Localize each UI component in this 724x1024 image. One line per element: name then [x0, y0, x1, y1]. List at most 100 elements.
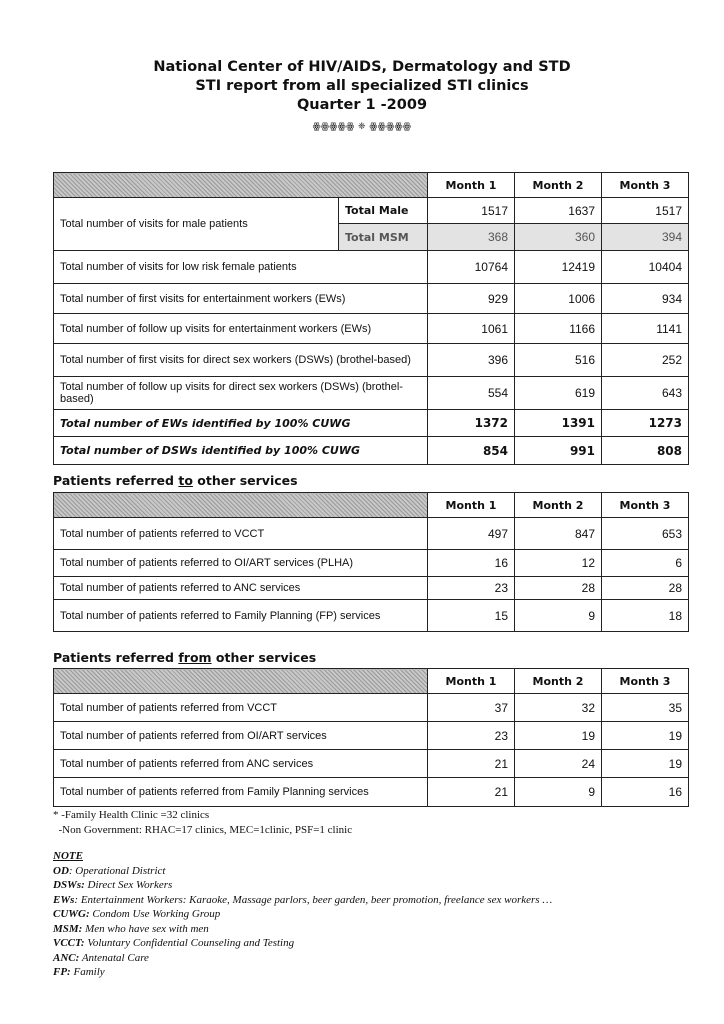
visits-table: Month 1 Month 2 Month 3 Total number of vis… — [53, 172, 689, 465]
cell-month-2: 19 — [514, 721, 602, 750]
table-row: Total number of visits for low risk fema… — [53, 250, 689, 284]
table-row: Total number of follow up visits for dir… — [53, 376, 689, 410]
table-row: Total number of EWs identified by 100% C… — [53, 409, 689, 437]
column-header-month-1: Month 1 — [427, 492, 515, 518]
cell-month-3: 252 — [601, 343, 689, 377]
cell-month-3: 808 — [601, 436, 689, 465]
column-header-month-3: Month 3 — [601, 172, 689, 198]
cell-month-1: 10764 — [427, 250, 515, 284]
header-row: Month 1 Month 2 Month 3 — [53, 492, 689, 518]
table-row: Total number of first visits for direct … — [53, 343, 689, 377]
cell-month-2: 1006 — [514, 283, 602, 314]
table-row: Total number of patients referred to VCC… — [53, 517, 689, 550]
cell-month-3: 1517 — [601, 197, 689, 224]
note-definition: : Operational District — [68, 864, 166, 877]
note-term: EWs — [53, 893, 75, 906]
cell-month-2: 32 — [514, 693, 602, 722]
row-label: Total number of first visits for enterta… — [53, 283, 428, 314]
note-term: OD — [53, 864, 69, 877]
cell-month-3: 643 — [601, 376, 689, 410]
row-label: Total number of visits for low risk fema… — [53, 250, 428, 284]
ornament-divider: ꙮꙮꙮꙮꙮ ❈ ꙮꙮꙮꙮꙮ — [312, 122, 412, 132]
row-label: Total number of patients referred to ANC… — [53, 576, 428, 600]
cell-month-1: 1372 — [427, 409, 515, 437]
note-item: FP: Family — [53, 965, 552, 980]
row-label: Total number of follow up visits for ent… — [53, 313, 428, 344]
cell-month-3: 19 — [601, 749, 689, 778]
footnote: * -Family Health Clinic =32 clinics — [53, 809, 210, 821]
note-item: ANC: Antenatal Care — [53, 951, 552, 966]
cell-month-1: 497 — [427, 517, 515, 550]
note-term: DSWs: — [53, 879, 85, 891]
cell-month-2: 516 — [514, 343, 602, 377]
cell-month-2: 24 — [514, 749, 602, 778]
cell-month-2: 9 — [514, 599, 602, 632]
sub-row-label: Total MSM — [338, 223, 428, 251]
table-row: Total number of patients referred from A… — [53, 749, 689, 778]
cell-month-3: 19 — [601, 721, 689, 750]
table-row: Total number of DSWs identified by 100% … — [53, 436, 689, 465]
table-row: Total number of patients referred from O… — [53, 721, 689, 750]
cell-month-3: 1141 — [601, 313, 689, 344]
cell-month-2: 1166 — [514, 313, 602, 344]
note-definition: : Entertainment Workers: Karaoke, Massag… — [74, 893, 553, 906]
column-header-month-2: Month 2 — [514, 668, 602, 694]
referred-from-table: Month 1 Month 2 Month 3 Total number of pat… — [53, 668, 689, 807]
header-blank — [53, 668, 428, 694]
cell-month-2: 619 — [514, 376, 602, 410]
table-row: Total number of patients referred to Fam… — [53, 599, 689, 632]
cell-month-1: 21 — [427, 749, 515, 778]
column-header-month-1: Month 1 — [427, 668, 515, 694]
cell-month-1: 554 — [427, 376, 515, 410]
cell-month-1: 929 — [427, 283, 515, 314]
header-blank — [53, 492, 428, 518]
note-item: DSWs: Direct Sex Workers — [53, 878, 552, 893]
row-label: Total number of visits for male patients — [53, 197, 339, 251]
column-header-month-1: Month 1 — [427, 172, 515, 198]
note-term: CUWG: — [53, 908, 90, 920]
column-header-month-2: Month 2 — [514, 172, 602, 198]
cell-month-3: 18 — [601, 599, 689, 632]
note-term: ANC: — [53, 951, 80, 964]
cell-month-1: 23 — [427, 721, 515, 750]
cell-month-2: 1391 — [514, 409, 602, 437]
notes-section: * -Family Health Clinic =32 clinics -Non… — [53, 808, 552, 980]
table-row: Total MSM 368 360 394 — [54, 223, 689, 251]
note-definition: Antenatal Care — [79, 951, 149, 964]
row-label: Total number of patients referred from O… — [53, 721, 428, 750]
cell-month-1: 21 — [427, 777, 515, 807]
cell-month-2: 847 — [514, 517, 602, 550]
note-item: OD: Operational District — [53, 864, 552, 879]
cell-month-3: 16 — [601, 777, 689, 807]
table-row: Total number of patients referred to OI/… — [53, 549, 689, 577]
cell-month-1: 396 — [427, 343, 515, 377]
cell-month-1: 37 — [427, 693, 515, 722]
header-row: Month 1 Month 2 Month 3 — [53, 172, 689, 198]
row-label: Total number of patients referred to VCC… — [53, 517, 428, 550]
note-term: VCCT: — [53, 937, 85, 949]
cell-month-1: 16 — [427, 549, 515, 577]
note-definition: Direct Sex Workers — [84, 879, 173, 891]
note-item: MSM: Men who have sex with men — [53, 922, 552, 937]
cell-month-2: 12 — [514, 549, 602, 577]
table-row: Total number of patients referred from F… — [53, 777, 689, 807]
column-header-month-2: Month 2 — [514, 492, 602, 518]
row-label: Total number of DSWs identified by 100% … — [53, 436, 428, 465]
table-row: Total number of patients referred to ANC… — [53, 576, 689, 600]
report-title: National Center of HIV/AIDS, Dermatology… — [153, 59, 571, 75]
cell-month-1: 1517 — [427, 197, 515, 224]
header-row: Month 1 Month 2 Month 3 — [53, 668, 689, 694]
section-title-referred-from: Patients referred from other services — [53, 650, 317, 665]
note-term: MSM: — [53, 922, 83, 935]
note-term: FP: — [53, 966, 71, 978]
cell-month-2: 1637 — [514, 197, 602, 224]
cell-month-3: 394 — [601, 223, 689, 251]
cell-month-3: 653 — [601, 517, 689, 550]
cell-month-3: 6 — [601, 549, 689, 577]
cell-month-1: 368 — [427, 223, 515, 251]
cell-month-3: 934 — [601, 283, 689, 314]
cell-month-3: 35 — [601, 693, 689, 722]
note-item: VCCT: Voluntary Confidential Counseling … — [53, 936, 552, 951]
note-item: CUWG: Condom Use Working Group — [53, 907, 552, 922]
header-blank — [53, 172, 428, 198]
